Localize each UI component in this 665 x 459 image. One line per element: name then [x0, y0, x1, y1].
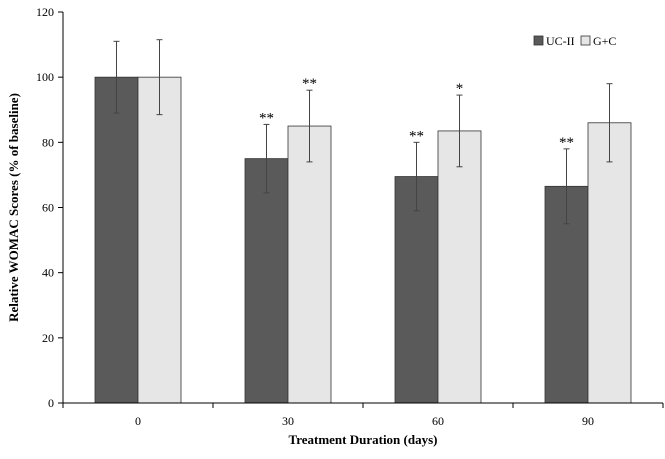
y-tick-label: 120: [36, 5, 54, 19]
y-axis-title: Relative WOMAC Scores (% of baseline): [6, 93, 21, 322]
significance-markers: **** **** *: [259, 76, 574, 151]
bar-g-c-0: [137, 76, 182, 404]
y-tick-label: 100: [36, 70, 54, 84]
y-tick-label: 20: [42, 331, 54, 345]
x-tick-label: 30: [282, 414, 294, 428]
significance-marker: **: [409, 128, 424, 144]
x-axis-ticks: 0 30 60 90: [62, 403, 664, 428]
x-tick-label: 0: [135, 414, 141, 428]
x-axis-title: Treatment Duration (days): [288, 432, 437, 447]
legend-swatch: [580, 35, 591, 46]
y-tick-label: 40: [42, 266, 54, 280]
bar-uc-ii-30: [244, 158, 289, 404]
legend-label: G+C: [593, 34, 616, 48]
legend: UC-II G+C: [533, 34, 616, 48]
bar-g-c-60: [437, 130, 482, 404]
bars: [94, 76, 632, 404]
significance-marker: **: [259, 110, 274, 126]
y-tick-label: 0: [48, 396, 54, 410]
significance-marker: *: [456, 81, 464, 97]
legend-label: UC-II: [546, 34, 575, 48]
error-bars: [113, 39, 613, 225]
x-tick-label: 90: [582, 414, 594, 428]
bar-uc-ii-0: [94, 76, 139, 404]
y-axis-ticks: 0 20 40 60 80 100 120: [36, 5, 63, 410]
y-tick-label: 60: [42, 201, 54, 215]
legend-swatch: [533, 35, 544, 46]
x-tick-label: 60: [432, 414, 444, 428]
significance-marker: **: [302, 76, 317, 92]
bar-g-c-30: [287, 125, 332, 404]
significance-marker: **: [559, 135, 574, 151]
y-tick-label: 80: [42, 135, 54, 149]
bar-g-c-90: [587, 122, 632, 404]
